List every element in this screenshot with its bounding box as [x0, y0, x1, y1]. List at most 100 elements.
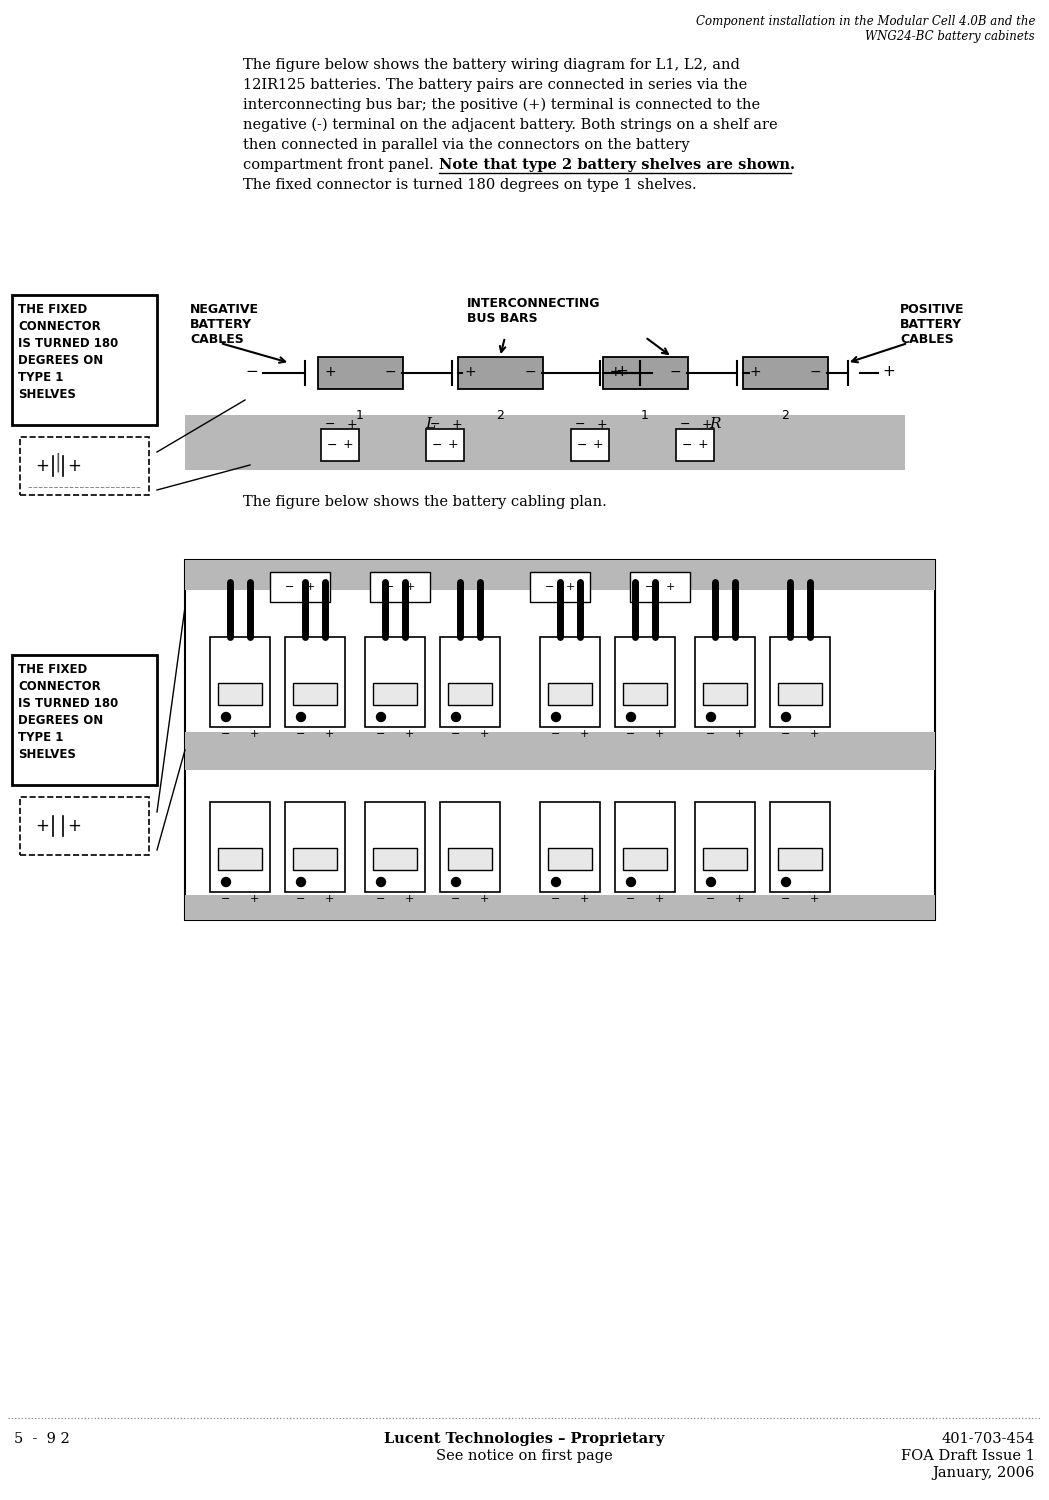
Circle shape: [782, 878, 791, 886]
Text: +: +: [698, 438, 708, 452]
Text: compartment front panel.: compartment front panel.: [243, 158, 433, 172]
Text: +: +: [405, 582, 414, 592]
Text: −: −: [451, 894, 461, 904]
Bar: [676, 429, 714, 460]
Text: +: +: [665, 582, 675, 592]
Text: −: −: [524, 364, 536, 380]
Circle shape: [552, 878, 560, 886]
Bar: [448, 682, 492, 705]
Text: +: +: [609, 364, 621, 380]
Text: −: −: [575, 419, 585, 430]
Text: +: +: [250, 894, 259, 904]
Text: −: −: [669, 364, 681, 380]
Text: POSITIVE
BATTERY
CABLES: POSITIVE BATTERY CABLES: [900, 303, 964, 346]
Text: −: −: [682, 438, 692, 452]
Bar: [210, 802, 270, 892]
Text: The fixed connector is turned 180 degrees on type 1 shelves.: The fixed connector is turned 180 degree…: [243, 178, 697, 192]
Text: +: +: [67, 458, 81, 476]
Text: +: +: [324, 364, 336, 380]
Bar: [603, 357, 688, 388]
Text: −: −: [609, 363, 622, 378]
Text: +: +: [702, 419, 712, 430]
Circle shape: [377, 878, 385, 886]
Text: +: +: [734, 894, 744, 904]
Text: NEGATIVE
BATTERY
CABLES: NEGATIVE BATTERY CABLES: [190, 303, 259, 346]
Bar: [548, 847, 592, 870]
Text: See notice on first page: See notice on first page: [435, 1449, 613, 1462]
Bar: [12, 656, 157, 784]
Text: +: +: [810, 729, 818, 740]
Text: +: +: [655, 894, 664, 904]
Text: −: −: [221, 894, 231, 904]
Text: January, 2006: January, 2006: [933, 1466, 1035, 1480]
Text: −: −: [385, 582, 394, 592]
Text: +: +: [35, 818, 49, 836]
Text: −: −: [221, 729, 231, 740]
Text: 401-703-454: 401-703-454: [942, 1432, 1035, 1446]
Bar: [210, 638, 270, 728]
Text: 2: 2: [782, 410, 789, 422]
Bar: [540, 638, 600, 728]
Circle shape: [297, 712, 305, 722]
Text: −: −: [809, 364, 820, 380]
Text: |: |: [55, 453, 61, 471]
Text: FOA Draft Issue 1: FOA Draft Issue 1: [901, 1449, 1035, 1462]
Text: 2: 2: [496, 410, 504, 422]
Circle shape: [626, 712, 636, 722]
Bar: [365, 802, 425, 892]
Bar: [743, 357, 828, 388]
Circle shape: [552, 712, 560, 722]
Text: The figure below shows the battery wiring diagram for L1, L2, and: The figure below shows the battery wirin…: [243, 58, 740, 72]
Text: +: +: [479, 729, 489, 740]
Bar: [623, 847, 667, 870]
Text: 12IR125 batteries. The battery pairs are connected in series via the: 12IR125 batteries. The battery pairs are…: [243, 78, 747, 92]
Circle shape: [451, 878, 461, 886]
Text: −: −: [384, 364, 395, 380]
Bar: [293, 847, 337, 870]
Bar: [458, 357, 543, 388]
Text: The figure below shows the battery cabling plan.: The figure below shows the battery cabli…: [243, 495, 606, 508]
Text: −: −: [432, 438, 443, 452]
Bar: [703, 682, 747, 705]
Bar: [185, 416, 905, 470]
Bar: [12, 296, 157, 424]
Text: +: +: [305, 582, 315, 592]
Text: +: +: [810, 894, 818, 904]
Bar: [185, 560, 935, 590]
Text: −: −: [296, 894, 305, 904]
Bar: [770, 638, 830, 728]
Bar: [571, 429, 609, 460]
Text: +: +: [67, 818, 81, 836]
Text: +: +: [615, 363, 627, 378]
Bar: [185, 732, 935, 770]
Text: −: −: [552, 894, 560, 904]
Text: −: −: [782, 894, 791, 904]
Text: −: −: [377, 729, 386, 740]
Text: −: −: [552, 729, 560, 740]
Bar: [185, 560, 935, 920]
Text: −: −: [285, 582, 295, 592]
Text: +: +: [593, 438, 603, 452]
Bar: [695, 638, 755, 728]
Text: −: −: [377, 894, 386, 904]
Text: +: +: [35, 458, 49, 476]
Bar: [20, 796, 149, 855]
Text: +: +: [579, 729, 588, 740]
Bar: [615, 638, 675, 728]
Text: THE FIXED
CONNECTOR
IS TURNED 180
DEGREES ON
TYPE 1
SHELVES: THE FIXED CONNECTOR IS TURNED 180 DEGREE…: [18, 303, 119, 400]
Text: +: +: [404, 894, 413, 904]
Text: R: R: [709, 417, 721, 430]
Bar: [285, 638, 345, 728]
Bar: [548, 682, 592, 705]
Text: L: L: [425, 417, 435, 430]
Text: +: +: [404, 729, 413, 740]
Bar: [20, 436, 149, 495]
Text: Note that type 2 battery shelves are shown.: Note that type 2 battery shelves are sho…: [438, 158, 795, 172]
Circle shape: [221, 878, 231, 886]
Bar: [318, 357, 403, 388]
Bar: [615, 802, 675, 892]
Bar: [218, 682, 262, 705]
Text: +: +: [749, 364, 761, 380]
Bar: [778, 847, 822, 870]
Text: −: −: [325, 419, 336, 430]
